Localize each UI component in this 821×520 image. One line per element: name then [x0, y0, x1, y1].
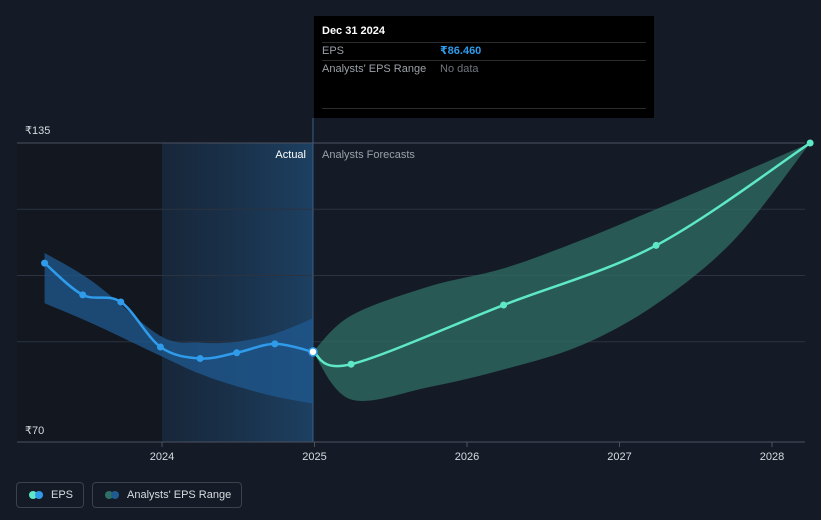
x-axis: 2024 2025 2026 2027 2028: [17, 441, 805, 463]
tooltip-range-value: No data: [440, 63, 479, 75]
eps-point: [806, 139, 814, 147]
eps-point: [233, 349, 241, 357]
eps-points: [41, 139, 814, 368]
eps-point: [196, 354, 204, 362]
tooltip-range-label: Analysts' EPS Range: [322, 63, 427, 75]
y-tick-label-bottom: ₹70: [25, 425, 44, 437]
x-tick-label: 2028: [760, 451, 784, 463]
x-tick-label: 2026: [455, 451, 479, 463]
actual-range-band: [44, 252, 313, 404]
eps-point: [41, 259, 49, 267]
tooltip-date: Dec 31 2024: [322, 25, 385, 37]
eps-range-bands: [44, 143, 811, 404]
tooltip: Dec 31 2024 EPS ₹86.460 Analysts' EPS Ra…: [314, 16, 654, 118]
eps-point: [271, 340, 279, 348]
eps-legend-icon: [29, 491, 45, 499]
eps-point: [500, 301, 508, 309]
forecast-label: Analysts Forecasts: [322, 149, 415, 161]
eps-point: [652, 241, 660, 249]
x-tick-label: 2025: [302, 451, 326, 463]
eps-point: [117, 298, 125, 306]
forecast-range-band: [312, 143, 811, 402]
eps-point: [308, 347, 318, 357]
tooltip-range-row: Analysts' EPS Range No data: [322, 60, 646, 78]
x-tick-label: 2024: [150, 451, 174, 463]
actual-label: Actual: [275, 149, 306, 161]
tooltip-divider: [322, 108, 646, 109]
range-legend-icon: [105, 491, 121, 499]
eps-point: [347, 360, 355, 368]
tooltip-eps-value: ₹86.460: [440, 45, 482, 57]
y-tick-label-top: ₹135: [25, 125, 50, 137]
tooltip-eps-row: EPS ₹86.460: [322, 42, 646, 60]
eps-point: [79, 291, 87, 299]
legend: EPS Analysts' EPS Range: [16, 482, 243, 508]
eps-point: [156, 343, 164, 351]
legend-range[interactable]: Analysts' EPS Range: [92, 482, 243, 508]
legend-eps-label: EPS: [51, 489, 74, 501]
tooltip-eps-label: EPS: [322, 45, 345, 57]
legend-eps[interactable]: EPS: [16, 482, 85, 508]
x-tick-label: 2027: [607, 451, 631, 463]
legend-range-label: Analysts' EPS Range: [127, 489, 232, 501]
